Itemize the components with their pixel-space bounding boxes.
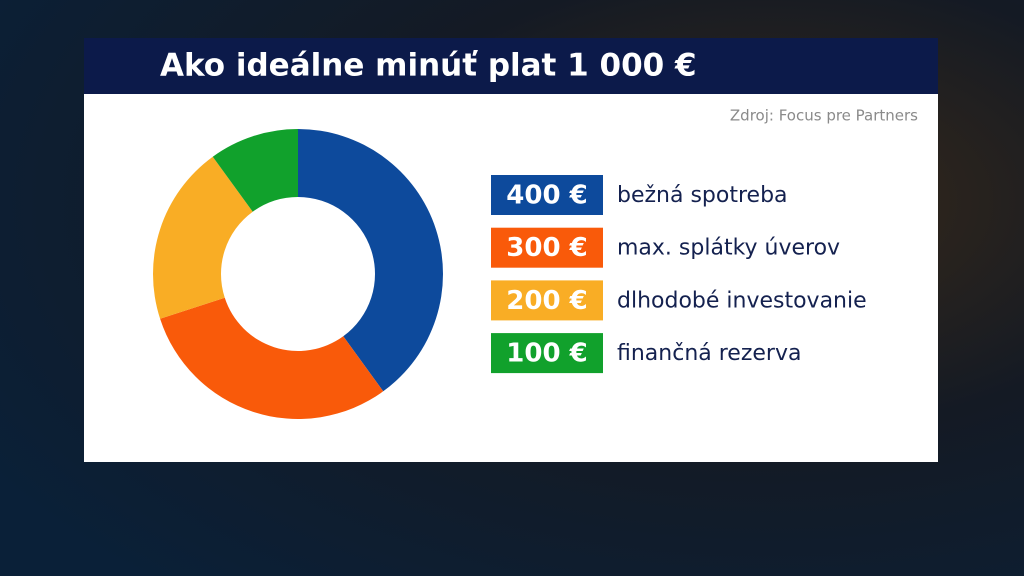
legend-swatch (491, 175, 603, 215)
legend-label: dlhodobé investovanie (617, 288, 867, 313)
legend-swatch (491, 227, 603, 268)
source: Zdroj: Focus pre Partners (730, 107, 918, 125)
title-bar (84, 38, 938, 94)
donut-segment (153, 156, 253, 319)
legend-label: bežná spotreba (617, 183, 788, 208)
donut-segment (298, 129, 443, 392)
donut-segment (212, 129, 298, 212)
chart-title: Ako ideálne minúť plat 1 000 € (160, 48, 697, 84)
value-label: 300 € (506, 233, 587, 263)
value-label: 400 € (506, 181, 587, 211)
donut-segment (160, 297, 384, 420)
legend-label: max. splátky úverov (617, 236, 840, 261)
value-label: 200 € (506, 286, 587, 316)
value-label: 100 € (506, 339, 587, 369)
legend-swatch (491, 333, 603, 374)
legend-swatch (491, 280, 603, 321)
legend-label: finančná rezerva (617, 341, 801, 366)
